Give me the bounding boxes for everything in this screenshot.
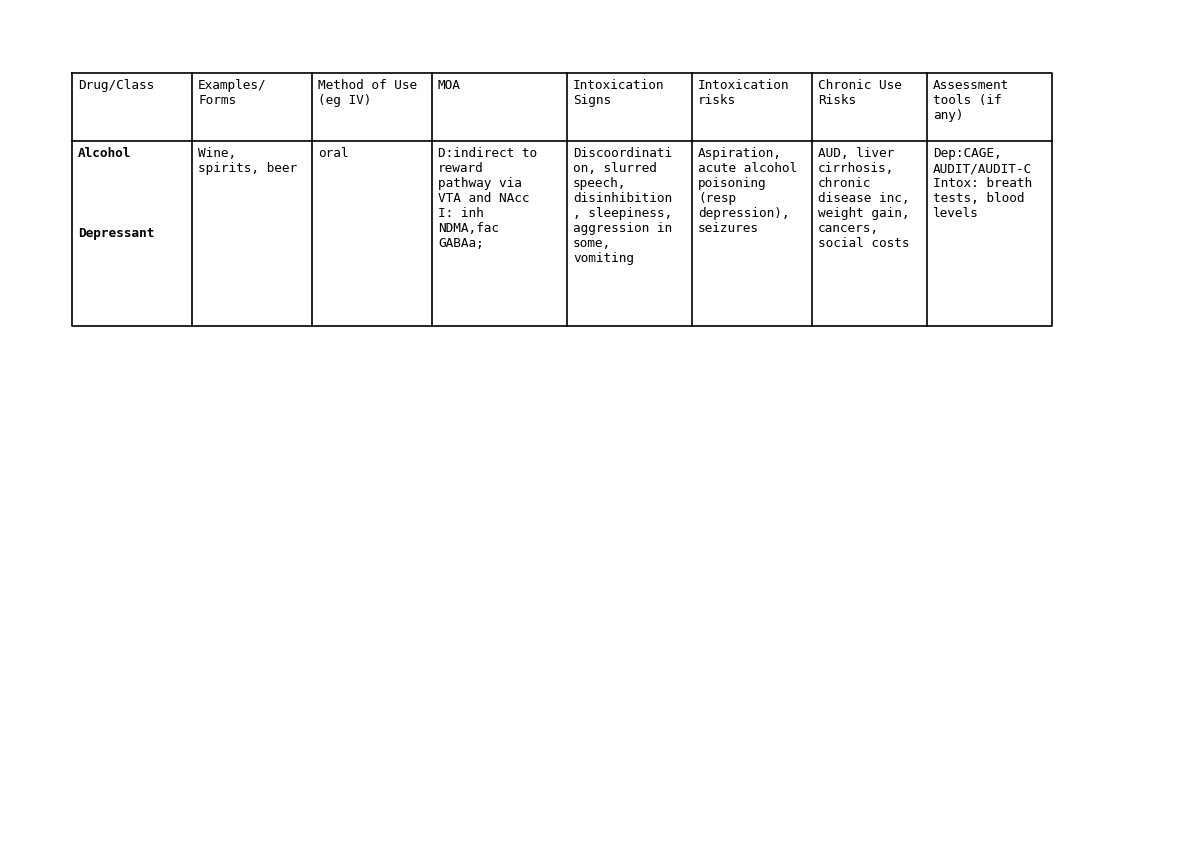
Text: MOA: MOA [438, 79, 461, 92]
Text: Examples/
Forms: Examples/ Forms [198, 79, 266, 107]
Text: AUD, liver
cirrhosis,
chronic
disease inc,
weight gain,
cancers,
social costs: AUD, liver cirrhosis, chronic disease in… [818, 147, 910, 250]
Text: Alcohol: Alcohol [78, 147, 131, 160]
Text: Drug/Class: Drug/Class [78, 79, 155, 92]
Text: Dep:CAGE,
AUDIT/AUDIT-C
Intox: breath
tests, blood
levels: Dep:CAGE, AUDIT/AUDIT-C Intox: breath te… [934, 147, 1032, 220]
Text: Method of Use
(eg IV): Method of Use (eg IV) [318, 79, 418, 107]
Text: Intoxication
risks: Intoxication risks [698, 79, 790, 107]
Text: D:indirect to
reward
pathway via
VTA and NAcc
I: inh
NDMA,fac
GABAa;: D:indirect to reward pathway via VTA and… [438, 147, 538, 250]
Text: oral: oral [318, 147, 348, 160]
Text: Wine,
spirits, beer: Wine, spirits, beer [198, 147, 298, 175]
Text: Intoxication
Signs: Intoxication Signs [574, 79, 665, 107]
Text: Depressant: Depressant [78, 227, 155, 241]
Text: Chronic Use
Risks: Chronic Use Risks [818, 79, 902, 107]
Text: Aspiration,
acute alcohol
poisoning
(resp
depression),
seizures: Aspiration, acute alcohol poisoning (res… [698, 147, 797, 235]
Text: Assessment
tools (if
any): Assessment tools (if any) [934, 79, 1009, 122]
Text: Discoordinati
on, slurred
speech,
disinhibition
, sleepiness,
aggression in
some: Discoordinati on, slurred speech, disinh… [574, 147, 672, 265]
